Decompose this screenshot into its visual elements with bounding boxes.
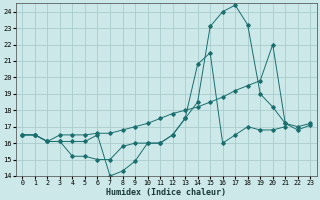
X-axis label: Humidex (Indice chaleur): Humidex (Indice chaleur) bbox=[106, 188, 226, 197]
